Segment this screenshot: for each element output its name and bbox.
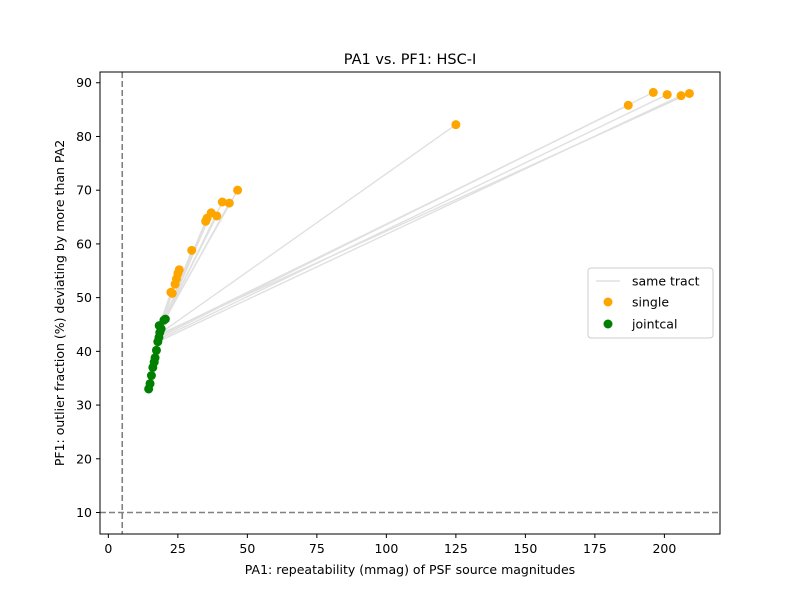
x-tick-label: 100	[374, 541, 398, 556]
y-tick-label: 50	[76, 290, 92, 305]
single-point	[684, 88, 694, 98]
same-tract-lines	[155, 91, 690, 343]
single-point	[212, 211, 222, 221]
jointcal-point	[151, 345, 161, 355]
x-tick-label: 200	[652, 541, 676, 556]
x-tick-label: 125	[444, 541, 468, 556]
y-tick-label: 40	[76, 344, 92, 359]
threshold-lines	[100, 72, 720, 534]
y-axis-ticks: 10 20 30 40 50 60 70 80 90	[76, 75, 100, 520]
y-tick-label: 60	[76, 236, 92, 251]
chart-title: PA1 vs. PF1: HSC-I	[344, 52, 476, 68]
single-point	[167, 288, 177, 298]
x-tick-label: 175	[583, 541, 607, 556]
single-point	[623, 100, 633, 110]
single-point	[217, 197, 227, 207]
single-point	[233, 185, 243, 195]
same-tract-line	[164, 201, 223, 320]
plot-frame	[99, 71, 721, 535]
same-tract-line	[160, 124, 457, 334]
x-axis-ticks: 0 25 50 75 100 125 150 175 200	[104, 534, 676, 556]
same-tract-line	[158, 93, 668, 341]
single-point	[676, 91, 686, 101]
x-tick-label: 50	[239, 541, 255, 556]
jointcal-point	[160, 314, 170, 324]
legend-jointcal-swatch	[603, 319, 613, 329]
legend-entry-label: same tract	[632, 274, 700, 289]
y-tick-label: 70	[76, 183, 92, 198]
jointcal-point	[145, 379, 155, 389]
single-point	[187, 245, 197, 255]
legend-entry-label: single	[632, 295, 669, 310]
x-tick-label: 150	[513, 541, 537, 556]
x-axis-label: PA1: repeatability (mmag) of PSF source …	[245, 562, 575, 577]
single-point	[662, 90, 672, 100]
y-tick-label: 20	[76, 451, 92, 466]
legend-box	[587, 267, 714, 339]
single-point	[451, 120, 461, 130]
legend-entry-label: jointcal	[631, 317, 677, 332]
y-tick-label: 30	[76, 398, 92, 413]
single-point	[174, 265, 184, 275]
legend: same tract single jointcal	[587, 267, 714, 339]
same-tract-line	[159, 92, 690, 335]
legend-single-swatch	[603, 297, 613, 307]
data-points	[144, 87, 694, 394]
y-axis-label: PF1: outlier fraction (%) deviating by m…	[52, 140, 67, 466]
x-tick-label: 75	[309, 541, 325, 556]
single-point	[648, 87, 658, 97]
y-tick-label: 90	[76, 75, 92, 90]
same-tract-line	[163, 189, 239, 321]
y-tick-label: 80	[76, 129, 92, 144]
y-tick-label: 10	[76, 505, 92, 520]
x-tick-label: 0	[104, 541, 112, 556]
jointcal-point	[146, 371, 156, 381]
single-point	[224, 198, 234, 208]
x-tick-label: 25	[170, 541, 186, 556]
jointcal-point	[150, 353, 160, 363]
